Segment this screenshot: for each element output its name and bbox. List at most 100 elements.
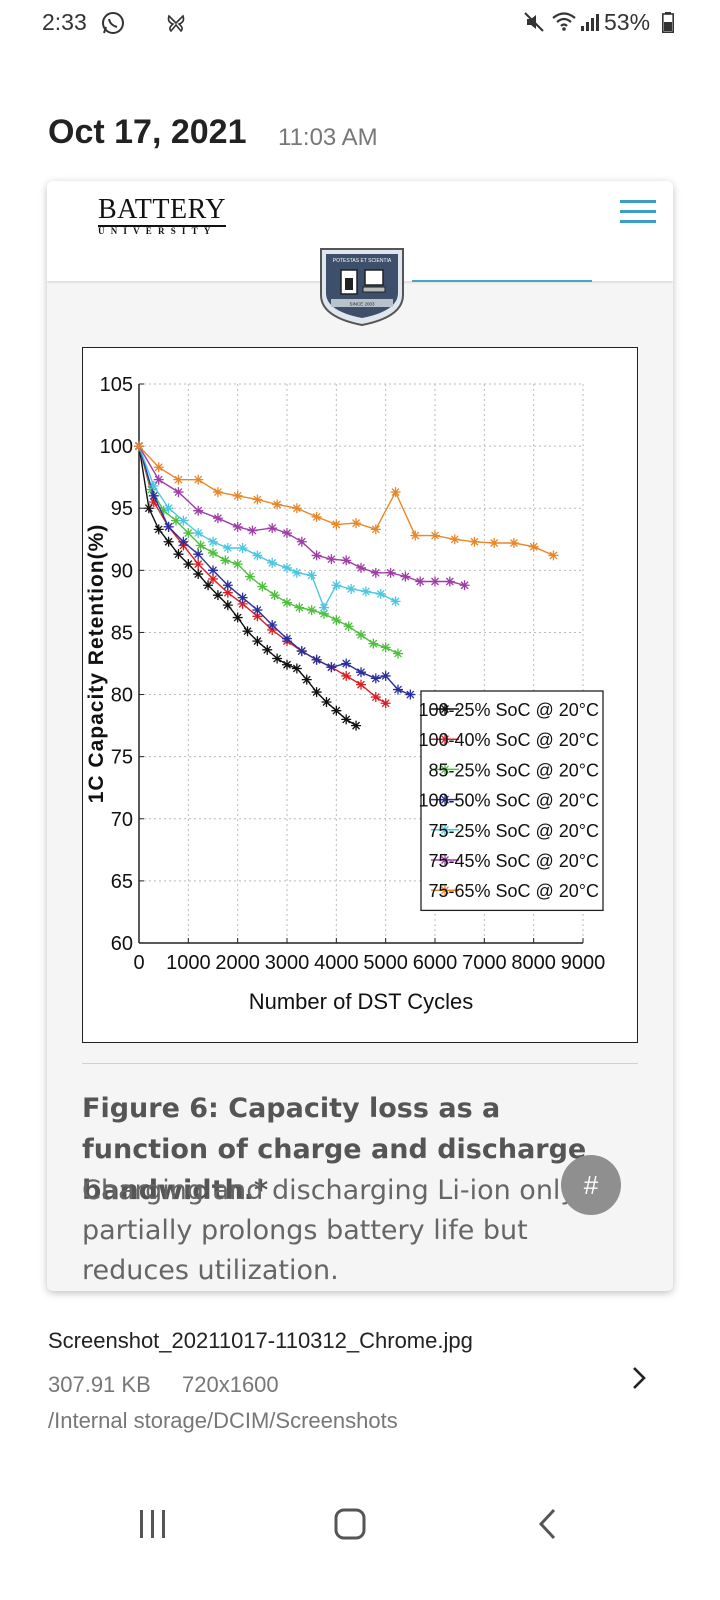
data-point [385,567,396,578]
site-logo-subtitle: UNIVERSITY [98,226,217,236]
data-point [311,687,322,698]
data-point [469,536,480,547]
data-point [208,574,218,585]
series-line [138,445,396,610]
data-point [326,554,337,565]
recent-apps-icon[interactable] [137,1508,169,1540]
data-point [134,441,144,452]
butterfly-icon [167,14,185,33]
capacity-retention-chart: 0 1000 2000 3000 4000 5000 6000 7000 8000 9000 60 6… [85,374,605,1014]
series-line [138,445,399,655]
data-point [370,524,381,535]
battery-icon [662,12,674,33]
data-point [319,608,329,619]
data-point [390,487,401,498]
battery-percentage: 53% [604,9,651,35]
x-tick-label: 5000 [363,952,408,974]
y-tick-label: 85 [111,622,133,644]
data-point [193,474,204,485]
x-tick-label: 0 [133,952,144,974]
data-point [311,511,322,522]
data-point [380,642,391,653]
data-point [356,667,366,678]
data-point [143,503,154,514]
y-axis-label: 1C Capacity Retention(%) [85,524,108,804]
data-point [237,598,248,609]
data-point [356,679,366,690]
data-point [430,576,440,587]
data-point [242,626,253,637]
data-point [173,474,184,485]
data-point [232,490,243,501]
data-point [153,474,164,485]
data-point [296,536,307,547]
data-point [440,764,450,775]
y-tick-label: 100 [100,436,133,458]
hamburger-menu-icon[interactable] [620,197,656,227]
data-point [444,576,455,587]
x-tick-label: 3000 [265,952,310,974]
data-point [267,523,278,534]
y-tick-label: 90 [111,560,133,582]
data-point [548,550,559,561]
data-point [252,494,263,505]
legend-label: 75-45% SoC @ 20°C [428,851,599,871]
data-point [341,555,352,566]
data-point [508,538,519,549]
data-point [212,590,223,601]
data-point [163,503,174,514]
data-point [282,633,292,644]
screenshot-preview-card[interactable]: BATTERY UNIVERSITY POTESTAS ET SCIENTIA … [47,181,673,1291]
figure-caption-body: Charging and discharging Li-ion only par… [82,1175,577,1286]
data-point [489,538,500,549]
series-line [138,445,554,557]
data-point [257,581,268,592]
data-point [153,462,164,473]
data-point [440,824,450,835]
data-point [267,557,278,568]
back-icon[interactable] [536,1507,560,1541]
data-point [220,555,231,566]
data-point [178,515,189,526]
data-point [319,602,329,613]
data-point [393,648,403,659]
data-point [252,550,263,561]
data-point [326,662,337,673]
data-point [208,565,218,576]
data-point [171,515,181,526]
data-point [148,497,159,508]
data-point [282,659,292,670]
x-tick-label: 2000 [215,952,260,974]
home-icon[interactable] [333,1507,367,1541]
data-point [331,615,342,626]
data-point [390,596,401,607]
data-point [173,487,184,498]
x-tick-label: 7000 [462,952,507,974]
x-tick-label: 4000 [314,952,359,974]
data-point [296,646,307,657]
screenshot-date: Oct 17, 2021 [48,113,247,151]
data-point [173,549,184,560]
data-point [291,663,302,674]
caption-divider [82,1063,638,1064]
y-tick-label: 65 [111,871,133,893]
data-point [163,521,174,532]
chevron-right-icon[interactable] [626,1364,650,1392]
site-logo[interactable]: BATTERY [98,194,226,227]
y-tick-label: 75 [111,747,133,769]
data-point [153,524,164,535]
data-point [193,549,204,560]
legend-label: 100-50% SoC @ 20°C [418,791,599,811]
data-point [148,480,159,491]
data-point [232,559,243,570]
data-point [375,588,386,599]
file-name: Screenshot_20211017-110312_Chrome.jpg [48,1328,473,1353]
data-point [272,653,283,664]
data-point [341,658,352,669]
hashtag-button[interactable]: # [561,1155,621,1215]
data-point [430,530,440,541]
data-point [222,580,233,591]
data-point [393,684,403,695]
y-tick-label: 95 [111,498,133,520]
data-point [212,513,223,524]
